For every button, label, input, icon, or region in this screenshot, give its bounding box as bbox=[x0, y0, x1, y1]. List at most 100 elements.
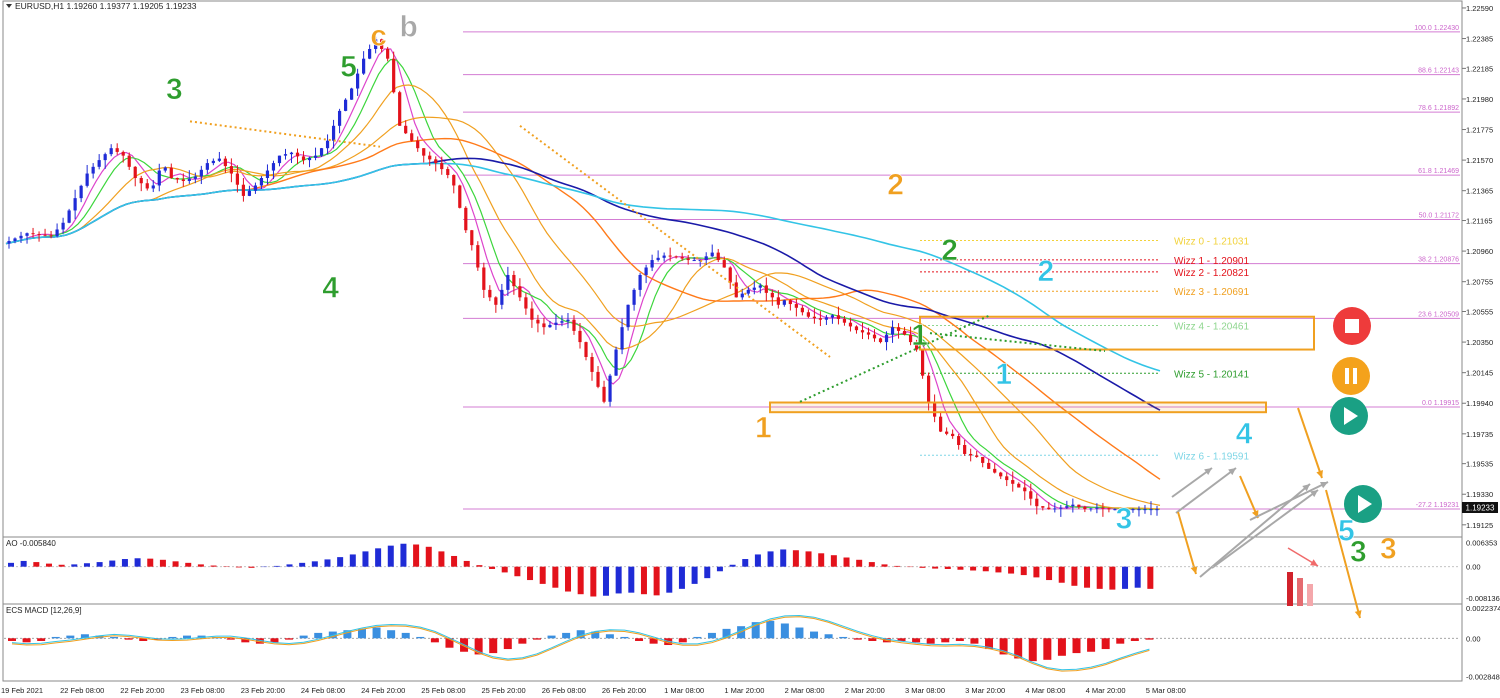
ao-bar bbox=[1147, 566, 1154, 589]
wizz-level-label: Wizz 4 - 1.20461 bbox=[1174, 322, 1249, 333]
candle-body bbox=[386, 48, 390, 59]
macd-bar bbox=[620, 636, 629, 639]
candle-body bbox=[139, 178, 143, 184]
chevron-down-icon[interactable] bbox=[6, 4, 12, 8]
macd-bar bbox=[299, 635, 308, 639]
macd-bar bbox=[547, 635, 556, 639]
arrow-head bbox=[1228, 468, 1236, 476]
fib-level-label: 38.2 1.20876 bbox=[1418, 257, 1459, 264]
ao-bar bbox=[1020, 566, 1027, 576]
candle-body bbox=[626, 304, 630, 328]
stop-button[interactable] bbox=[1333, 307, 1371, 345]
time-tick-label: 22 Feb 20:00 bbox=[120, 686, 164, 695]
play-button[interactable] bbox=[1330, 397, 1368, 435]
time-tick-label: 3 Mar 08:00 bbox=[905, 686, 945, 695]
candle-body bbox=[19, 235, 23, 239]
candle-body bbox=[259, 178, 264, 186]
candle-body bbox=[1149, 509, 1153, 511]
play-button-2[interactable] bbox=[1344, 485, 1382, 523]
macd-bar bbox=[897, 638, 906, 641]
candle-body bbox=[223, 158, 227, 167]
wave-label: 4 bbox=[322, 271, 339, 304]
candle-body bbox=[860, 330, 865, 333]
ao-bar bbox=[387, 545, 394, 567]
ao-bar bbox=[805, 551, 812, 567]
support-box bbox=[769, 401, 1267, 414]
macd-bar bbox=[562, 632, 571, 639]
macd-bar bbox=[999, 638, 1008, 655]
candle-body bbox=[1155, 509, 1159, 511]
macd-bar bbox=[1130, 638, 1139, 641]
candle-body bbox=[49, 235, 53, 237]
ao-bar bbox=[197, 564, 204, 567]
candle-body bbox=[999, 472, 1003, 477]
time-tick-label: 19 Feb 2021 bbox=[1, 686, 43, 695]
macd-tick-label: 0.0022374 bbox=[1466, 604, 1500, 613]
candle-body bbox=[518, 286, 522, 298]
macd-bar bbox=[955, 638, 964, 641]
ao-bar bbox=[565, 566, 572, 592]
candle-body bbox=[362, 58, 366, 74]
candle-body bbox=[199, 169, 203, 177]
wave-label: b bbox=[400, 10, 418, 43]
ao-bar bbox=[375, 548, 382, 567]
candle-body bbox=[398, 92, 402, 126]
ao-bar bbox=[729, 564, 736, 567]
candle-body bbox=[392, 58, 396, 93]
wave-label: 1 bbox=[911, 319, 928, 352]
macd-bar bbox=[591, 631, 600, 639]
macd-bar bbox=[649, 638, 658, 644]
candle-body bbox=[301, 156, 306, 161]
candle-body bbox=[241, 184, 246, 196]
candle-body bbox=[812, 316, 817, 319]
candle-body bbox=[205, 163, 209, 170]
arrow-head bbox=[1320, 482, 1328, 489]
time-tick-label: 24 Feb 20:00 bbox=[361, 686, 405, 695]
ao-bar bbox=[45, 563, 52, 567]
macd-tick-label: -0.002848 bbox=[1466, 673, 1500, 682]
projection-arrow bbox=[1177, 511, 1197, 575]
macd-bar bbox=[474, 638, 483, 655]
candle-body bbox=[794, 304, 798, 308]
macd-bar bbox=[22, 638, 31, 643]
macd-bar bbox=[226, 638, 235, 640]
arrow-head bbox=[1310, 490, 1318, 498]
candle-body bbox=[680, 257, 684, 259]
wizz-level-label: Wizz 0 - 1.21031 bbox=[1174, 237, 1249, 248]
ao-bar bbox=[982, 566, 989, 572]
macd-bar bbox=[372, 627, 381, 639]
ao-bar bbox=[463, 560, 470, 567]
price-tick-label: 1.22590 bbox=[1466, 4, 1493, 13]
time-tick-label: 4 Mar 08:00 bbox=[1025, 686, 1065, 695]
candle-body bbox=[1107, 508, 1111, 510]
candle-body bbox=[151, 185, 155, 189]
ao-bar bbox=[919, 566, 926, 568]
candle-body bbox=[1071, 504, 1075, 507]
price-tick-label: 1.19940 bbox=[1466, 399, 1493, 408]
candle-body bbox=[668, 255, 672, 257]
candle-body bbox=[488, 289, 492, 298]
ao-bar bbox=[792, 550, 799, 567]
macd-bar bbox=[1116, 638, 1125, 644]
macd-bar bbox=[576, 630, 585, 639]
candle-body bbox=[746, 289, 750, 294]
candle-body bbox=[788, 300, 792, 305]
moving-average-line bbox=[5, 84, 1161, 510]
projection-arrow bbox=[1297, 407, 1323, 479]
candle-body bbox=[818, 318, 823, 320]
candle-body bbox=[951, 433, 955, 437]
candle-body bbox=[1125, 509, 1129, 511]
fib-level-label: 61.8 1.21469 bbox=[1418, 168, 1459, 175]
ao-bar bbox=[957, 566, 964, 570]
ao-bar bbox=[1058, 566, 1065, 583]
ao-bar bbox=[704, 566, 711, 579]
ao-bar bbox=[286, 564, 293, 567]
candle-body bbox=[764, 285, 768, 293]
candle-body bbox=[542, 323, 546, 328]
wave-label: 3 bbox=[1380, 532, 1397, 565]
ao-bar bbox=[299, 562, 306, 567]
candle-body bbox=[728, 267, 732, 283]
arrow-head bbox=[1190, 566, 1198, 574]
pause-button[interactable] bbox=[1332, 357, 1370, 395]
